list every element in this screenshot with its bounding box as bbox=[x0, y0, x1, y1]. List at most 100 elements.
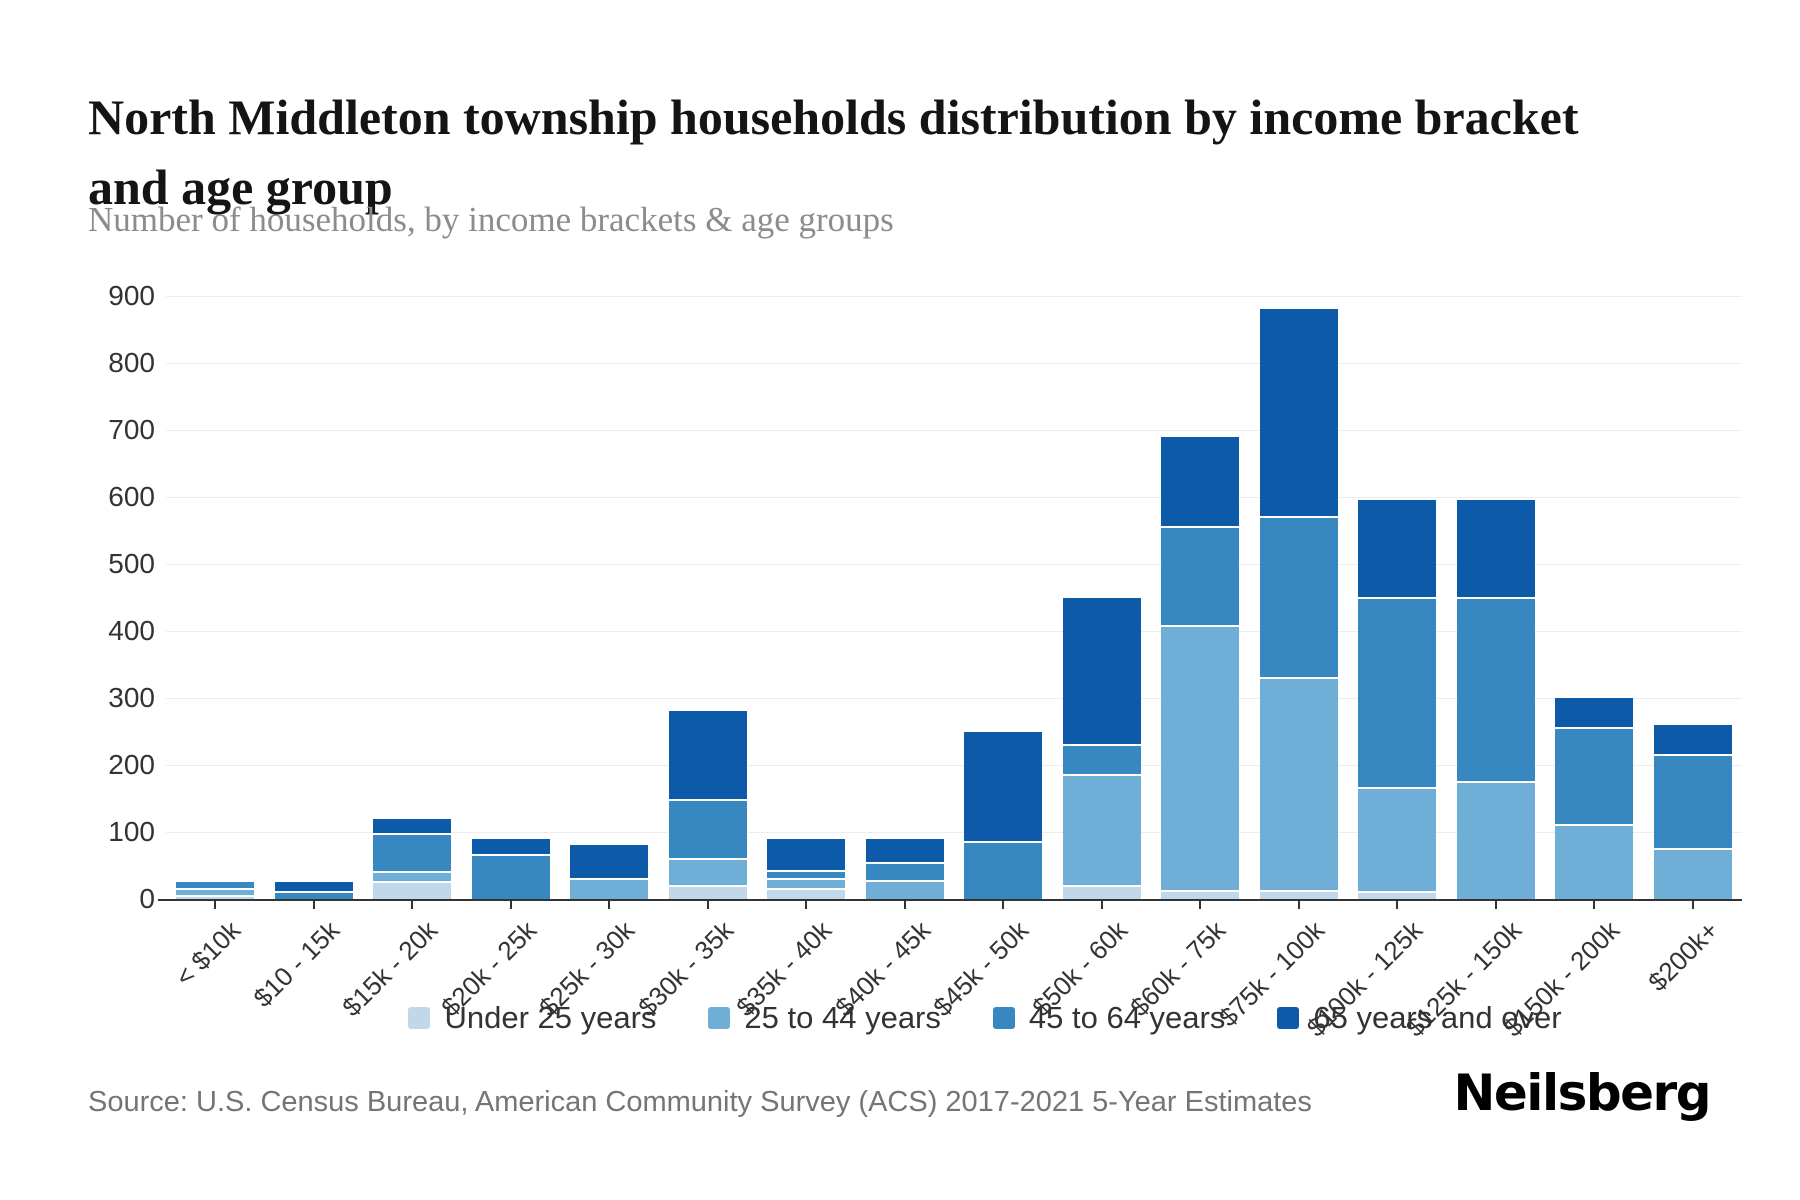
segment-divider bbox=[767, 877, 846, 880]
bar-segment-45-to-64-years[interactable] bbox=[668, 799, 747, 859]
segment-divider bbox=[1456, 596, 1535, 599]
bar-segment-under-25-years[interactable] bbox=[1358, 892, 1437, 899]
segment-divider bbox=[1653, 847, 1732, 850]
bar-segment-45-to-64-years[interactable] bbox=[1653, 754, 1732, 849]
y-axis-label: 500 bbox=[108, 548, 155, 579]
y-gridline bbox=[166, 497, 1742, 498]
bar-segment-under-25-years[interactable] bbox=[1161, 890, 1240, 899]
bar-segment-45-to-64-years[interactable] bbox=[1161, 527, 1240, 627]
x-axis-tick bbox=[1593, 901, 1596, 909]
bar-segment-25-to-44-years[interactable] bbox=[668, 858, 747, 886]
bar-segment-25-to-44-years[interactable] bbox=[1062, 775, 1141, 886]
x-axis-tick bbox=[1494, 901, 1497, 909]
segment-divider bbox=[767, 887, 846, 890]
bar-segment-45-to-64-years[interactable] bbox=[1555, 728, 1634, 826]
bar-segment-65-years-and-over[interactable] bbox=[964, 731, 1043, 843]
chart-legend: Under 25 years 25 to 44 years 45 to 64 yea… bbox=[170, 1000, 1800, 1036]
segment-divider bbox=[1259, 516, 1338, 519]
bar-segment-under-25-years[interactable] bbox=[176, 895, 255, 899]
y-axis-label: 0 bbox=[139, 883, 155, 914]
bar-segment-under-25-years[interactable] bbox=[1062, 885, 1141, 899]
legend-swatch-icon bbox=[992, 1007, 1015, 1029]
segment-divider bbox=[1358, 596, 1437, 599]
legend-swatch-icon bbox=[1277, 1007, 1300, 1029]
x-axis-line bbox=[158, 899, 1742, 901]
bar-segment-25-to-44-years[interactable] bbox=[1161, 626, 1240, 891]
y-axis-label: 200 bbox=[108, 749, 155, 780]
bar-segment-45-to-64-years[interactable] bbox=[1456, 597, 1535, 782]
bar-segment-45-to-64-years[interactable] bbox=[1358, 597, 1437, 789]
legend-item-under-25-years[interactable]: Under 25 years bbox=[408, 1000, 656, 1036]
y-axis-label: 900 bbox=[108, 280, 155, 311]
bar-segment-65-years-and-over[interactable] bbox=[1555, 698, 1634, 729]
y-axis-label: 100 bbox=[108, 816, 155, 847]
title-line-1: North Middleton township households dist… bbox=[88, 88, 1579, 145]
y-gridline bbox=[166, 363, 1742, 364]
bar-segment-65-years-and-over[interactable] bbox=[1653, 724, 1732, 755]
legend-swatch-icon bbox=[708, 1007, 731, 1029]
segment-divider bbox=[1062, 884, 1141, 887]
bar-segment-65-years-and-over[interactable] bbox=[865, 838, 944, 863]
bar-segment-25-to-44-years[interactable] bbox=[1456, 781, 1535, 899]
segment-divider bbox=[1161, 625, 1240, 628]
segment-divider bbox=[1259, 676, 1338, 679]
bar-segment-25-to-44-years[interactable] bbox=[1259, 677, 1338, 891]
bar-segment-45-to-64-years[interactable] bbox=[471, 855, 550, 899]
bar-segment-45-to-64-years[interactable] bbox=[373, 834, 452, 873]
legend-label: 65 years and over bbox=[1313, 1000, 1562, 1035]
segment-divider bbox=[767, 869, 846, 872]
bar-segment-25-to-44-years[interactable] bbox=[373, 872, 452, 883]
bar-segment-65-years-and-over[interactable] bbox=[1161, 436, 1240, 528]
bar-segment-65-years-and-over[interactable] bbox=[767, 838, 846, 871]
bar-segment-65-years-and-over[interactable] bbox=[373, 818, 452, 834]
segment-divider bbox=[1653, 753, 1732, 756]
bar-segment-25-to-44-years[interactable] bbox=[176, 888, 255, 896]
bar-segment-under-25-years[interactable] bbox=[668, 885, 747, 899]
segment-divider bbox=[1358, 787, 1437, 790]
bar-segment-65-years-and-over[interactable] bbox=[471, 838, 550, 856]
bar-segment-45-to-64-years[interactable] bbox=[274, 892, 353, 899]
bar-segment-25-to-44-years[interactable] bbox=[865, 880, 944, 899]
y-gridline bbox=[166, 564, 1742, 565]
bar-segment-65-years-and-over[interactable] bbox=[274, 882, 353, 893]
legend-item-45-to-64-years[interactable]: 45 to 64 years bbox=[992, 1000, 1225, 1036]
bar-segment-25-to-44-years[interactable] bbox=[1358, 788, 1437, 893]
bar-segment-45-to-64-years[interactable] bbox=[176, 882, 255, 889]
bar-segment-25-to-44-years[interactable] bbox=[570, 878, 649, 899]
segment-divider bbox=[471, 854, 550, 857]
bar-segment-65-years-and-over[interactable] bbox=[1062, 597, 1141, 745]
segment-divider bbox=[964, 841, 1043, 844]
bar-segment-65-years-and-over[interactable] bbox=[1456, 500, 1535, 598]
bar-segment-65-years-and-over[interactable] bbox=[570, 845, 649, 879]
bar-segment-25-to-44-years[interactable] bbox=[767, 878, 846, 889]
bar-segment-25-to-44-years[interactable] bbox=[1653, 848, 1732, 899]
bar-segment-under-25-years[interactable] bbox=[767, 888, 846, 899]
segment-divider bbox=[1161, 526, 1240, 529]
x-axis-tick bbox=[903, 901, 906, 909]
segment-divider bbox=[668, 798, 747, 801]
segment-divider bbox=[1555, 727, 1634, 730]
y-axis-label: 800 bbox=[108, 347, 155, 378]
x-axis-tick bbox=[805, 901, 808, 909]
bar-segment-25-to-44-years[interactable] bbox=[1555, 825, 1634, 899]
bar-segment-45-to-64-years[interactable] bbox=[1259, 517, 1338, 678]
legend-item-65-years-and-over[interactable]: 65 years and over bbox=[1277, 1000, 1562, 1036]
bar-segment-under-25-years[interactable] bbox=[1259, 890, 1338, 899]
x-axis-label: $10 - 15k bbox=[247, 915, 345, 1013]
x-axis-tick bbox=[1100, 901, 1103, 909]
bar-segment-45-to-64-years[interactable] bbox=[964, 842, 1043, 899]
bar-segment-65-years-and-over[interactable] bbox=[668, 711, 747, 800]
bar-segment-45-to-64-years[interactable] bbox=[1062, 744, 1141, 776]
y-gridline bbox=[166, 698, 1742, 699]
segment-divider bbox=[865, 861, 944, 864]
bar-segment-45-to-64-years[interactable] bbox=[767, 870, 846, 879]
bar-segment-65-years-and-over[interactable] bbox=[1358, 500, 1437, 598]
segment-divider bbox=[373, 871, 452, 874]
x-axis-tick bbox=[608, 901, 611, 909]
bar-segment-65-years-and-over[interactable] bbox=[1259, 309, 1338, 518]
bar-segment-under-25-years[interactable] bbox=[373, 882, 452, 899]
bar-segment-45-to-64-years[interactable] bbox=[865, 862, 944, 881]
y-gridline bbox=[166, 765, 1742, 766]
segment-divider bbox=[176, 894, 255, 897]
legend-item-25-to-44-years[interactable]: 25 to 44 years bbox=[708, 1000, 941, 1036]
